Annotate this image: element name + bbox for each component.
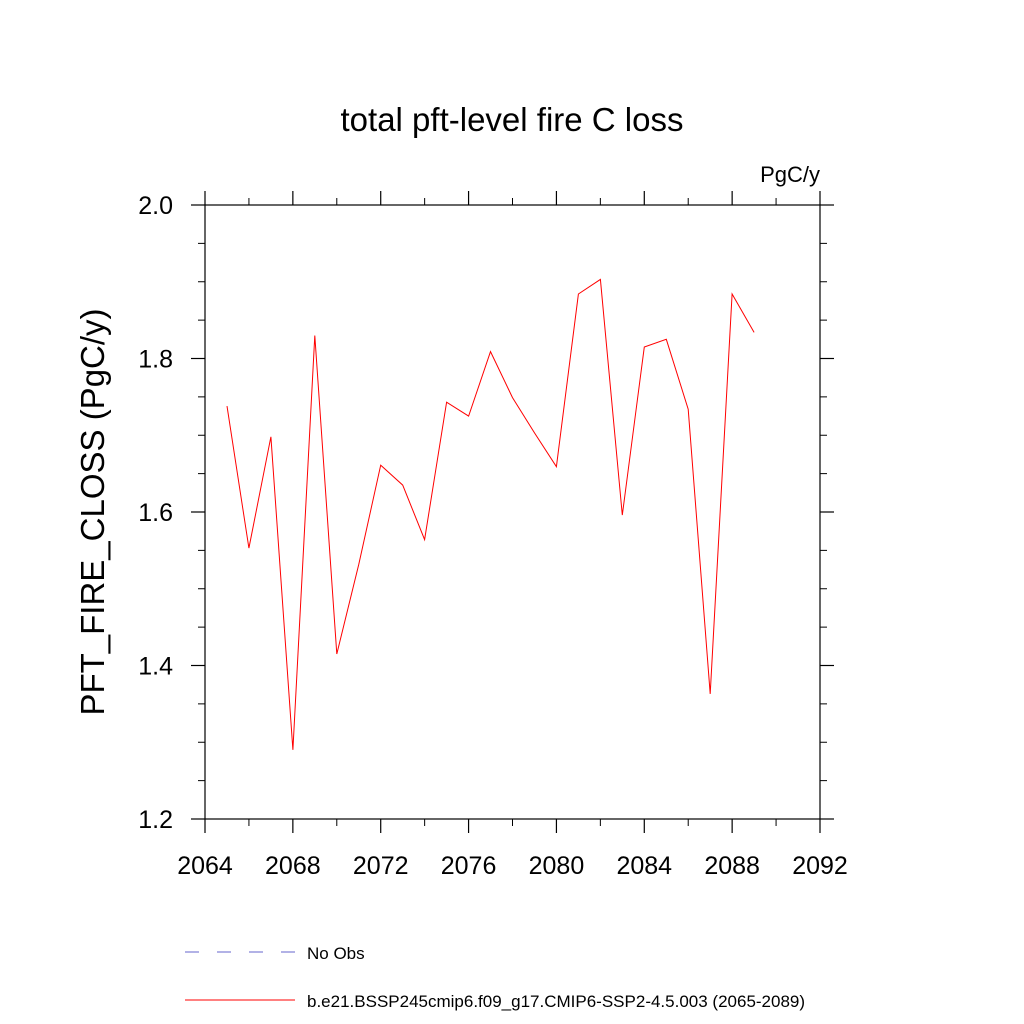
data-point	[710, 693, 711, 694]
data-point	[468, 415, 469, 416]
data-point	[402, 485, 403, 486]
data-point	[666, 339, 667, 340]
data-point	[446, 402, 447, 403]
y-tick-label: 1.8	[138, 346, 173, 374]
data-point	[292, 749, 293, 750]
data-point	[534, 432, 535, 433]
y-tick-label: 1.4	[138, 653, 173, 681]
series-line	[226, 278, 755, 750]
data-point	[248, 547, 249, 548]
legend: No Obs b.e21.BSSP245cmip6.f09_g17.CMIP6-…	[185, 944, 805, 1011]
x-tick-label: 2076	[441, 852, 497, 880]
chart-title: total pft-level fire C loss	[341, 101, 684, 138]
data-point	[622, 514, 623, 515]
data-point	[512, 397, 513, 398]
data-point	[732, 293, 733, 294]
data-point	[600, 279, 601, 280]
data-point	[688, 409, 689, 410]
series-layer	[226, 278, 755, 750]
legend-label-no-obs: No Obs	[307, 944, 365, 963]
y-tick-label: 1.2	[138, 806, 173, 834]
plot-axes	[204, 204, 821, 820]
data-point	[556, 466, 557, 467]
data-point	[336, 653, 337, 654]
data-point	[490, 351, 491, 352]
x-axis-ticks: 2064 2068 2072 2076 2080 2084 2088 2092	[177, 191, 848, 880]
x-tick-label: 2072	[353, 852, 409, 880]
y-axis-ticks: 1.2 1.4 1.6 1.8 2.0	[138, 192, 834, 834]
data-point	[270, 436, 271, 437]
x-tick-label: 2068	[265, 852, 321, 880]
y-axis-label: PFT_FIRE_CLOSS (PgC/y)	[74, 308, 111, 715]
data-point	[754, 332, 755, 333]
data-point	[424, 539, 425, 540]
x-tick-label: 2092	[792, 852, 848, 880]
x-tick-label: 2064	[177, 852, 233, 880]
units-label: PgC/y	[760, 162, 820, 187]
data-point	[380, 465, 381, 466]
x-tick-label: 2088	[704, 852, 760, 880]
y-tick-label: 2.0	[138, 192, 173, 220]
x-tick-label: 2084	[616, 852, 672, 880]
data-point	[358, 564, 359, 565]
plot-frame	[204, 204, 821, 820]
legend-label-model: b.e21.BSSP245cmip6.f09_g17.CMIP6-SSP2-4.…	[307, 992, 805, 1011]
data-point	[226, 405, 227, 406]
data-point	[644, 346, 645, 347]
x-tick-label: 2080	[529, 852, 585, 880]
y-tick-label: 1.6	[138, 499, 173, 527]
data-point	[314, 335, 315, 336]
data-point	[578, 293, 579, 294]
